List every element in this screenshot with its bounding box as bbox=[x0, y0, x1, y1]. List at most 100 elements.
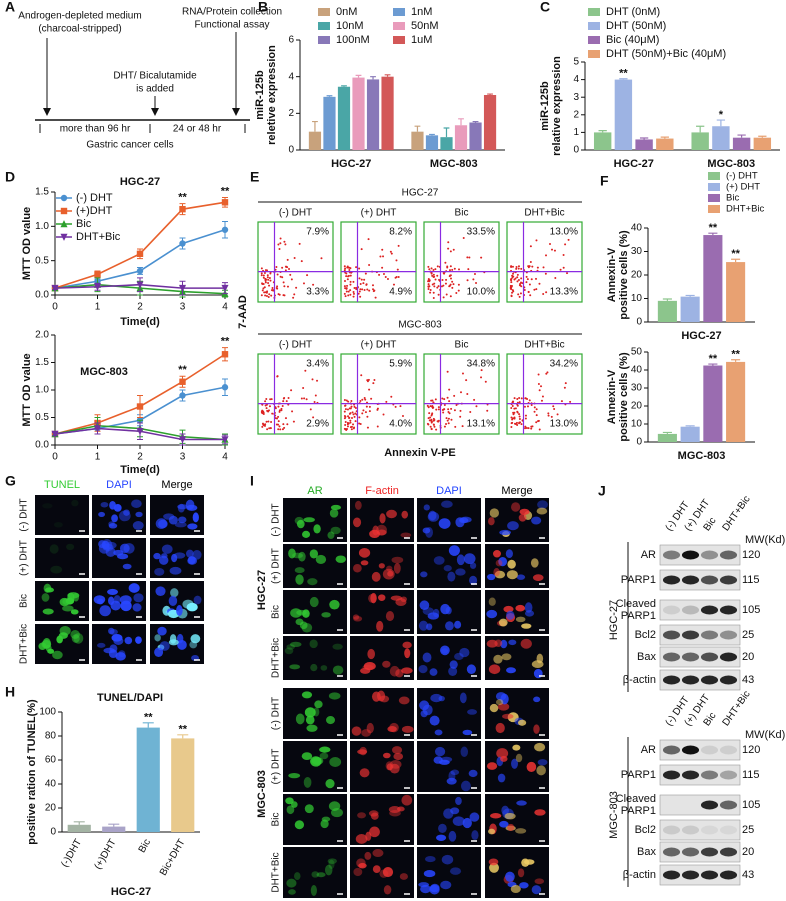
schematic-text: (charcoal-stripped) bbox=[38, 24, 121, 35]
blot-band bbox=[719, 870, 738, 880]
cell bbox=[192, 549, 202, 560]
y-axis-label: Annexin-V bbox=[606, 247, 618, 302]
cell bbox=[288, 773, 301, 779]
event-dot bbox=[261, 425, 264, 428]
event-dot bbox=[452, 283, 455, 286]
cell bbox=[471, 830, 479, 841]
event-dot bbox=[281, 276, 284, 279]
event-dot bbox=[355, 266, 358, 269]
event-dot bbox=[529, 245, 532, 248]
lane-label: Bic bbox=[702, 516, 719, 534]
event-dot bbox=[518, 413, 521, 416]
schematic-text: is added bbox=[136, 84, 174, 95]
event-dot bbox=[358, 416, 361, 419]
blot-band bbox=[719, 575, 738, 585]
error-bar bbox=[487, 93, 493, 95]
group-label: HGC-27 bbox=[256, 570, 268, 610]
y-tick-label: 1.5 bbox=[35, 187, 49, 198]
band-label: β-actin bbox=[623, 869, 656, 881]
cell bbox=[296, 519, 305, 529]
event-dot bbox=[261, 422, 264, 425]
error-bar bbox=[598, 130, 607, 133]
cell bbox=[531, 516, 542, 525]
cell bbox=[425, 856, 436, 863]
event-dot bbox=[535, 239, 538, 242]
cell bbox=[534, 809, 546, 816]
cell bbox=[446, 777, 457, 785]
event-dot bbox=[313, 401, 316, 404]
band-mw: 43 bbox=[742, 869, 754, 881]
event-dot bbox=[437, 406, 440, 409]
event-dot bbox=[541, 395, 544, 398]
event-dot bbox=[447, 417, 450, 420]
event-dot bbox=[520, 397, 523, 400]
y-tick-label: 20 bbox=[631, 270, 643, 281]
event-dot bbox=[348, 417, 351, 420]
event-dot bbox=[430, 421, 433, 424]
event-dot bbox=[292, 420, 295, 423]
micrograph bbox=[350, 847, 414, 898]
event-dot bbox=[447, 247, 450, 250]
cell bbox=[449, 867, 462, 875]
event-dot bbox=[512, 290, 515, 293]
blot-band bbox=[681, 745, 700, 755]
event-dot bbox=[431, 274, 434, 277]
cell bbox=[400, 532, 412, 538]
blot-band bbox=[700, 825, 719, 835]
cell bbox=[511, 502, 521, 512]
event-dot bbox=[363, 289, 366, 292]
schematic-text: DHT/ Bicalutamide bbox=[113, 71, 197, 82]
condition-label: Bic bbox=[455, 208, 469, 219]
cell bbox=[295, 713, 305, 725]
event-dot bbox=[526, 397, 529, 400]
event-dot bbox=[446, 265, 449, 268]
error-bar bbox=[384, 74, 391, 77]
cell bbox=[391, 556, 404, 564]
band-label: Cleaved bbox=[616, 793, 656, 805]
bar bbox=[366, 79, 380, 150]
cell bbox=[488, 517, 495, 526]
cell bbox=[153, 552, 161, 560]
error-bar bbox=[429, 133, 435, 136]
marker bbox=[221, 226, 229, 233]
cell bbox=[460, 780, 471, 792]
legend-swatch bbox=[588, 8, 600, 16]
cell bbox=[387, 570, 394, 577]
event-dot bbox=[346, 425, 349, 428]
x-tick-label: HGC-27 bbox=[614, 158, 654, 170]
event-dot bbox=[548, 243, 551, 246]
cell bbox=[448, 545, 460, 556]
y-axis-label: relative expression bbox=[551, 56, 563, 156]
event-dot bbox=[278, 293, 281, 296]
row-label: Bic bbox=[271, 605, 282, 619]
cell bbox=[305, 715, 315, 725]
y-axis-label: miR-125b bbox=[254, 70, 266, 120]
cell bbox=[306, 724, 318, 732]
cell bbox=[533, 668, 543, 679]
event-dot bbox=[510, 295, 513, 298]
cell bbox=[118, 650, 126, 658]
event-dot bbox=[427, 288, 430, 291]
micrograph bbox=[485, 544, 549, 588]
event-dot bbox=[510, 416, 513, 419]
event-dot bbox=[269, 272, 272, 275]
event-dot bbox=[428, 268, 431, 271]
y-tick-label: 100 bbox=[39, 707, 56, 718]
cell bbox=[369, 826, 380, 838]
cell bbox=[120, 600, 132, 612]
cell bbox=[155, 586, 166, 596]
event-dot bbox=[552, 405, 555, 408]
event-dot bbox=[349, 289, 352, 292]
event-dot bbox=[355, 286, 358, 289]
cell bbox=[113, 503, 122, 512]
error-bar bbox=[177, 734, 189, 739]
blot-band bbox=[700, 575, 719, 585]
event-dot bbox=[345, 290, 348, 293]
cell bbox=[294, 820, 305, 830]
cell bbox=[360, 560, 369, 566]
event-dot bbox=[518, 401, 521, 404]
legend-label: 1uM bbox=[411, 34, 432, 46]
cell bbox=[284, 647, 294, 655]
cell bbox=[135, 511, 143, 518]
bar bbox=[726, 361, 746, 442]
